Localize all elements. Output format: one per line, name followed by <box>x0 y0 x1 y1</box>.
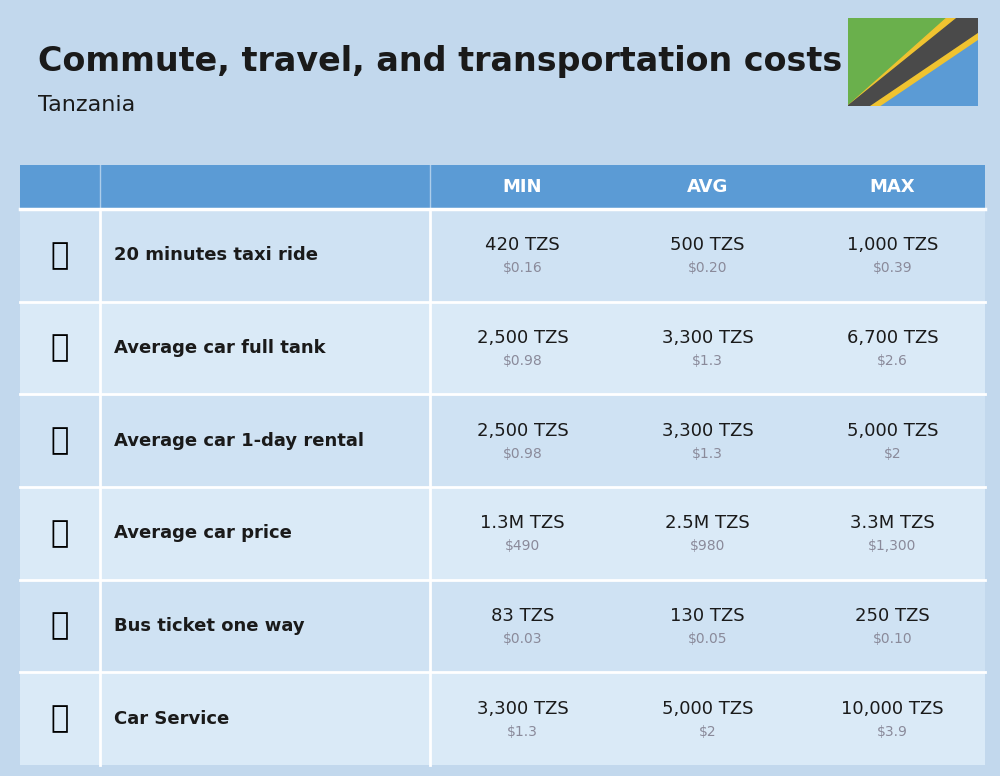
Text: $0.20: $0.20 <box>688 262 727 275</box>
Text: Commute, travel, and transportation costs: Commute, travel, and transportation cost… <box>38 45 842 78</box>
Text: $490: $490 <box>505 539 540 553</box>
Polygon shape <box>848 18 978 106</box>
Text: Car Service: Car Service <box>114 710 229 728</box>
Text: AVG: AVG <box>687 178 728 196</box>
Text: $2: $2 <box>884 447 901 461</box>
Text: $0.03: $0.03 <box>503 632 542 646</box>
Text: 3,300 TZS: 3,300 TZS <box>662 329 753 347</box>
Text: $1.3: $1.3 <box>507 725 538 739</box>
Text: $0.98: $0.98 <box>503 447 542 461</box>
Text: $1.3: $1.3 <box>692 447 723 461</box>
Polygon shape <box>848 18 978 106</box>
Text: 2,500 TZS: 2,500 TZS <box>477 421 568 440</box>
Text: 250 TZS: 250 TZS <box>855 607 930 625</box>
Text: 2,500 TZS: 2,500 TZS <box>477 329 568 347</box>
Text: MAX: MAX <box>870 178 915 196</box>
Text: Average car 1-day rental: Average car 1-day rental <box>114 431 364 449</box>
FancyBboxPatch shape <box>20 487 985 580</box>
Text: $2: $2 <box>699 725 716 739</box>
Text: 3,300 TZS: 3,300 TZS <box>662 421 753 440</box>
Text: 2.5M TZS: 2.5M TZS <box>665 514 750 532</box>
Polygon shape <box>848 18 978 106</box>
Text: 130 TZS: 130 TZS <box>670 607 745 625</box>
Text: $0.39: $0.39 <box>873 262 912 275</box>
Text: 1.3M TZS: 1.3M TZS <box>480 514 565 532</box>
FancyBboxPatch shape <box>20 302 985 394</box>
Polygon shape <box>848 18 978 106</box>
Text: Average car full tank: Average car full tank <box>114 339 326 357</box>
Text: 83 TZS: 83 TZS <box>491 607 554 625</box>
Text: Average car price: Average car price <box>114 525 292 542</box>
Text: 🚙: 🚙 <box>51 426 69 456</box>
Text: 🚕: 🚕 <box>51 241 69 270</box>
Text: $0.98: $0.98 <box>503 354 542 368</box>
FancyBboxPatch shape <box>20 394 985 487</box>
Text: $0.10: $0.10 <box>873 632 912 646</box>
Text: $1.3: $1.3 <box>692 354 723 368</box>
Text: Tanzania: Tanzania <box>38 95 135 115</box>
Text: 🔧: 🔧 <box>51 704 69 733</box>
Text: $2.6: $2.6 <box>877 354 908 368</box>
Text: 3.3M TZS: 3.3M TZS <box>850 514 935 532</box>
Text: 5,000 TZS: 5,000 TZS <box>662 700 753 718</box>
Text: $1,300: $1,300 <box>868 539 917 553</box>
Text: MIN: MIN <box>503 178 542 196</box>
Text: 1,000 TZS: 1,000 TZS <box>847 237 938 255</box>
Text: Bus ticket one way: Bus ticket one way <box>114 617 305 635</box>
Text: 🚌: 🚌 <box>51 611 69 640</box>
Text: 3,300 TZS: 3,300 TZS <box>477 700 568 718</box>
Text: 5,000 TZS: 5,000 TZS <box>847 421 938 440</box>
FancyBboxPatch shape <box>20 580 985 672</box>
FancyBboxPatch shape <box>20 209 985 302</box>
Text: ⛽: ⛽ <box>51 334 69 362</box>
FancyBboxPatch shape <box>20 165 985 209</box>
Text: 420 TZS: 420 TZS <box>485 237 560 255</box>
Text: $3.9: $3.9 <box>877 725 908 739</box>
Text: 10,000 TZS: 10,000 TZS <box>841 700 944 718</box>
Text: $980: $980 <box>690 539 725 553</box>
Text: 500 TZS: 500 TZS <box>670 237 745 255</box>
Text: 20 minutes taxi ride: 20 minutes taxi ride <box>114 246 318 265</box>
FancyBboxPatch shape <box>20 672 985 765</box>
Text: $0.16: $0.16 <box>503 262 542 275</box>
Text: 🚗: 🚗 <box>51 519 69 548</box>
Text: $0.05: $0.05 <box>688 632 727 646</box>
Text: 6,700 TZS: 6,700 TZS <box>847 329 938 347</box>
